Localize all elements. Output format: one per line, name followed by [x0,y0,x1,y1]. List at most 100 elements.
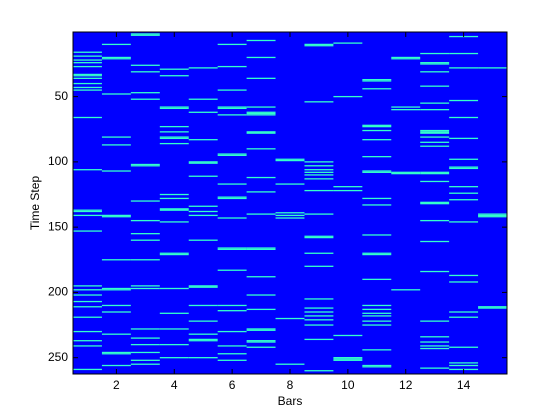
event [362,349,392,351]
event [188,338,218,341]
event [420,63,450,65]
event [362,253,392,256]
event [159,357,189,359]
event [159,209,189,211]
event [188,239,218,241]
event [73,169,102,171]
event [304,161,334,163]
x-axis-label: Bars [278,394,303,408]
event [449,199,479,201]
event [217,114,247,116]
event [159,287,189,290]
event [275,212,305,214]
event [304,165,334,167]
event [420,71,450,73]
event [304,370,334,372]
event [73,77,102,79]
event [73,59,102,61]
event [304,338,334,341]
event [391,56,421,59]
event [73,65,102,68]
event [420,109,450,111]
event [130,259,160,261]
event [188,111,218,113]
event [420,62,450,64]
event [391,171,421,173]
event [391,289,421,291]
event [101,214,131,217]
event [73,345,102,347]
event [449,221,479,223]
event [159,343,189,346]
event [275,214,305,217]
event [275,217,305,219]
event [362,204,392,206]
event [246,39,276,42]
event [246,176,276,179]
event [73,368,102,371]
event [362,278,392,281]
event [333,359,363,361]
event [73,116,102,119]
event [362,315,392,317]
event [73,306,102,308]
event [246,106,276,108]
event [130,359,160,361]
event [420,172,450,175]
event [73,230,102,232]
y-tick-label: 100 [48,154,68,168]
event [420,132,450,134]
event [420,85,450,87]
event [73,210,102,213]
event [73,300,102,303]
event [73,62,102,64]
event [101,259,131,261]
event [333,95,363,98]
event [333,186,363,188]
event [188,139,218,141]
event [246,248,276,250]
event [217,217,247,219]
event [275,363,305,365]
event [188,357,218,359]
event [304,265,334,267]
event [101,170,131,172]
event [217,107,247,110]
event [246,77,276,79]
event [362,312,392,314]
event [420,203,450,205]
event [246,340,276,342]
event [304,252,334,254]
event [130,351,160,354]
event [217,65,247,68]
event [188,320,218,322]
event [246,341,276,343]
event [217,154,247,157]
event [130,34,160,36]
event [449,362,479,364]
event [275,183,305,185]
x-tick-label: 4 [171,378,178,392]
event [188,304,218,307]
event [362,80,392,82]
event [304,298,334,300]
event [217,359,247,361]
event [130,233,160,235]
event [478,213,507,215]
event [130,363,160,365]
event [304,174,334,176]
event [304,311,334,313]
event [246,247,276,249]
event [101,43,131,46]
event [478,216,507,218]
event [101,353,131,355]
event [304,101,334,103]
event [217,196,247,198]
event [246,213,276,215]
event [101,216,131,218]
x-tick-label: 2 [113,378,120,392]
event [420,345,450,347]
event [246,132,276,134]
event [362,308,392,311]
event [217,43,247,46]
